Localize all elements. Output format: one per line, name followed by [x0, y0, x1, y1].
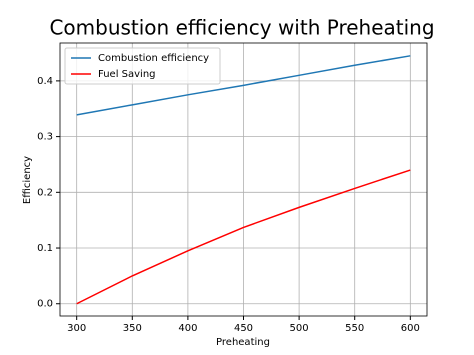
- y-tick-label: 0.0: [37, 299, 53, 310]
- x-tick-label: 350: [123, 323, 142, 334]
- y-tick-label: 0.3: [37, 132, 53, 143]
- plot-frame: [59, 42, 428, 317]
- y-tick-label: 0.1: [37, 243, 53, 254]
- line-series: [76, 55, 411, 116]
- x-tick-label: 450: [234, 323, 253, 334]
- chart-title: Combustion efficiency with Preheating: [49, 16, 434, 40]
- y-tick-label: 0.2: [37, 187, 53, 198]
- x-tick-label: 550: [345, 323, 364, 334]
- line-series: [76, 169, 411, 305]
- y-axis-label: Efficiency: [22, 156, 33, 204]
- legend-label: Fuel Saving: [98, 69, 156, 80]
- legend-box: [64, 47, 221, 85]
- x-tick-label: 400: [178, 323, 197, 334]
- x-tick-label: 500: [290, 323, 309, 334]
- x-tick-label: 300: [67, 323, 86, 334]
- y-tick-label: 0.4: [37, 76, 53, 87]
- x-axis-label: Preheating: [216, 337, 270, 348]
- x-tick-label: 600: [401, 323, 420, 334]
- legend-label: Combustion efficiency: [98, 53, 209, 64]
